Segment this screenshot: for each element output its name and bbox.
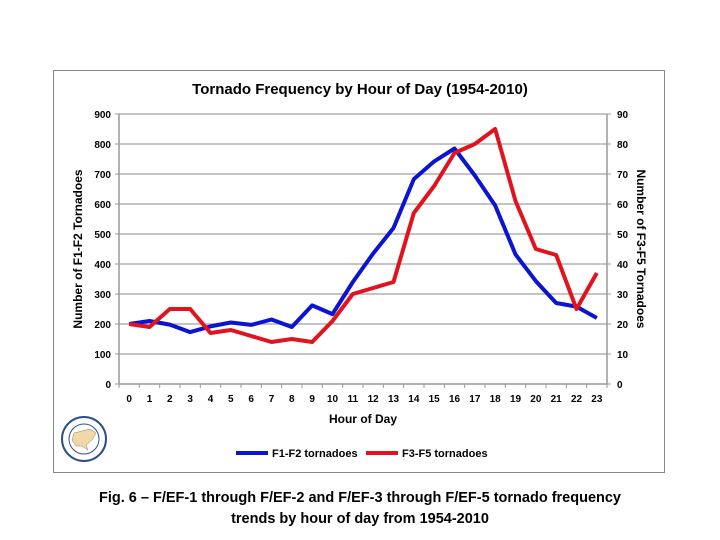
x-tick-label: 2: [167, 394, 173, 405]
y2-tick-label: 10: [617, 350, 629, 361]
y-tick-label: 800: [94, 140, 111, 151]
x-tick-label: 0: [126, 394, 132, 405]
x-tick-label: 23: [591, 394, 603, 405]
series-line-f1-f2: [128, 146, 598, 335]
series-line-f3-f5: [128, 127, 599, 344]
x-tick-label: 18: [490, 394, 502, 405]
y-tick-label: 300: [94, 290, 111, 301]
y-tick-label: 0: [105, 380, 111, 391]
y-axis-label: Number of F1-F2 Tornadoes: [71, 169, 85, 328]
y-tick-label: 500: [94, 230, 111, 241]
y2-tick-label: 70: [617, 170, 629, 181]
x-tick-label: 8: [289, 394, 295, 405]
chart-title: Tornado Frequency by Hour of Day (1954-2…: [192, 81, 528, 98]
y2-tick-label: 90: [617, 110, 629, 121]
x-tick-label: 12: [368, 394, 380, 405]
x-tick-label: 13: [388, 394, 400, 405]
legend-label-f1-f2: F1-F2 tornadoes: [272, 448, 358, 460]
legend-label-f3-f5: F3-F5 tornadoes: [402, 448, 488, 460]
x-tick-label: 4: [208, 394, 214, 405]
x-tick-label: 1: [147, 394, 153, 405]
y2-tick-label: 50: [617, 230, 629, 241]
y-tick-label: 900: [94, 110, 111, 121]
x-tick-label: 9: [309, 394, 315, 405]
figure-caption-line-1: Fig. 6 – F/EF-1 through F/EF-2 and F/EF-…: [99, 490, 621, 506]
y2-tick-label: 80: [617, 140, 629, 151]
x-tick-label: 21: [551, 394, 563, 405]
y-tick-label: 600: [94, 200, 111, 211]
legend: F1-F2 tornadoes F3-F5 tornadoes: [236, 448, 488, 460]
x-tick-label: 16: [449, 394, 461, 405]
x-tick-label: 11: [348, 394, 359, 405]
x-axis-label: Hour of Day: [329, 412, 397, 426]
y-tick-label: 100: [94, 350, 111, 361]
figure-caption-line-2: trends by hour of day from 1954-2010: [231, 511, 489, 527]
x-tick-label: 19: [510, 394, 522, 405]
y-tick-label: 400: [94, 260, 111, 271]
y-tick-label: 700: [94, 170, 111, 181]
logo: [61, 416, 107, 462]
y-tick-label: 200: [94, 320, 111, 331]
x-tick-label: 17: [469, 394, 481, 405]
y2-tick-label: 60: [617, 200, 629, 211]
x-tick-label: 10: [327, 394, 339, 405]
y2-axis-label: Number of F3-F5 Tornadoes: [634, 169, 648, 328]
y2-tick-label: 0: [617, 380, 623, 391]
x-tick-label: 6: [248, 394, 254, 405]
x-tick-label: 3: [187, 394, 193, 405]
y2-tick-label: 30: [617, 290, 629, 301]
chart-frame: [53, 70, 665, 473]
y2-tick-label: 20: [617, 320, 629, 331]
x-tick-label: 7: [269, 394, 275, 405]
y2-tick-label: 40: [617, 260, 629, 271]
x-tick-label: 22: [571, 394, 583, 405]
x-tick-label: 5: [228, 394, 234, 405]
x-tick-label: 20: [530, 394, 542, 405]
x-tick-label: 15: [429, 394, 441, 405]
x-tick-label: 14: [408, 394, 420, 405]
